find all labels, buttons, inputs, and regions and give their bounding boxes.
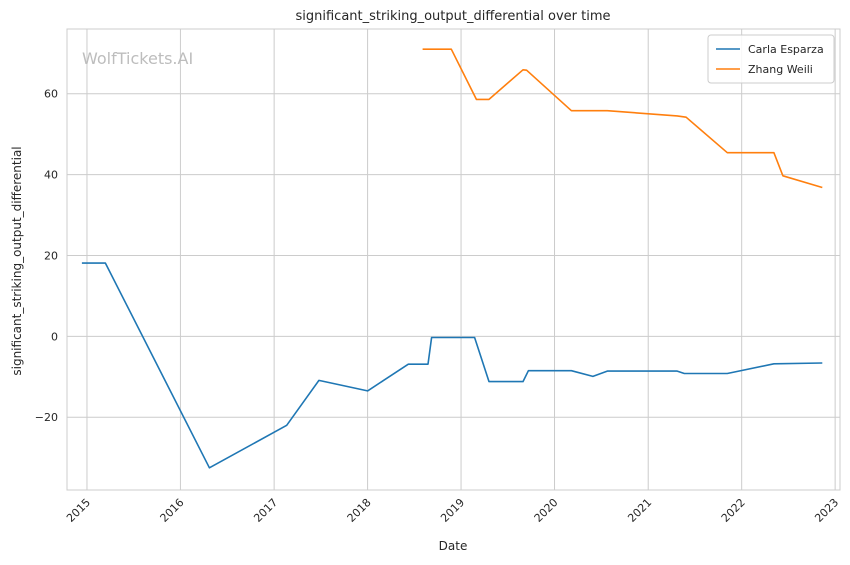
watermark: WolfTickets.AI: [82, 49, 193, 68]
y-axis-label: significant_striking_output_differential: [10, 146, 24, 375]
y-tick-label: 40: [44, 169, 58, 182]
legend-label: Carla Esparza: [748, 43, 824, 56]
plot-area: [66, 28, 841, 491]
y-tick-label: 20: [44, 249, 58, 262]
legend-label: Zhang Weili: [748, 63, 813, 76]
series-line-zhang-weili: [422, 48, 823, 189]
y-tick-label: 60: [44, 88, 58, 101]
legend-box: [707, 34, 835, 84]
series-line-carla-esparza: [81, 262, 823, 469]
y-tick-label: 0: [51, 330, 58, 343]
y-tick-label: −20: [35, 411, 58, 424]
chart-title: significant_striking_output_differential…: [296, 9, 611, 24]
legend: Carla Esparza Zhang Weili: [707, 34, 835, 84]
x-axis-label: Date: [439, 539, 468, 553]
